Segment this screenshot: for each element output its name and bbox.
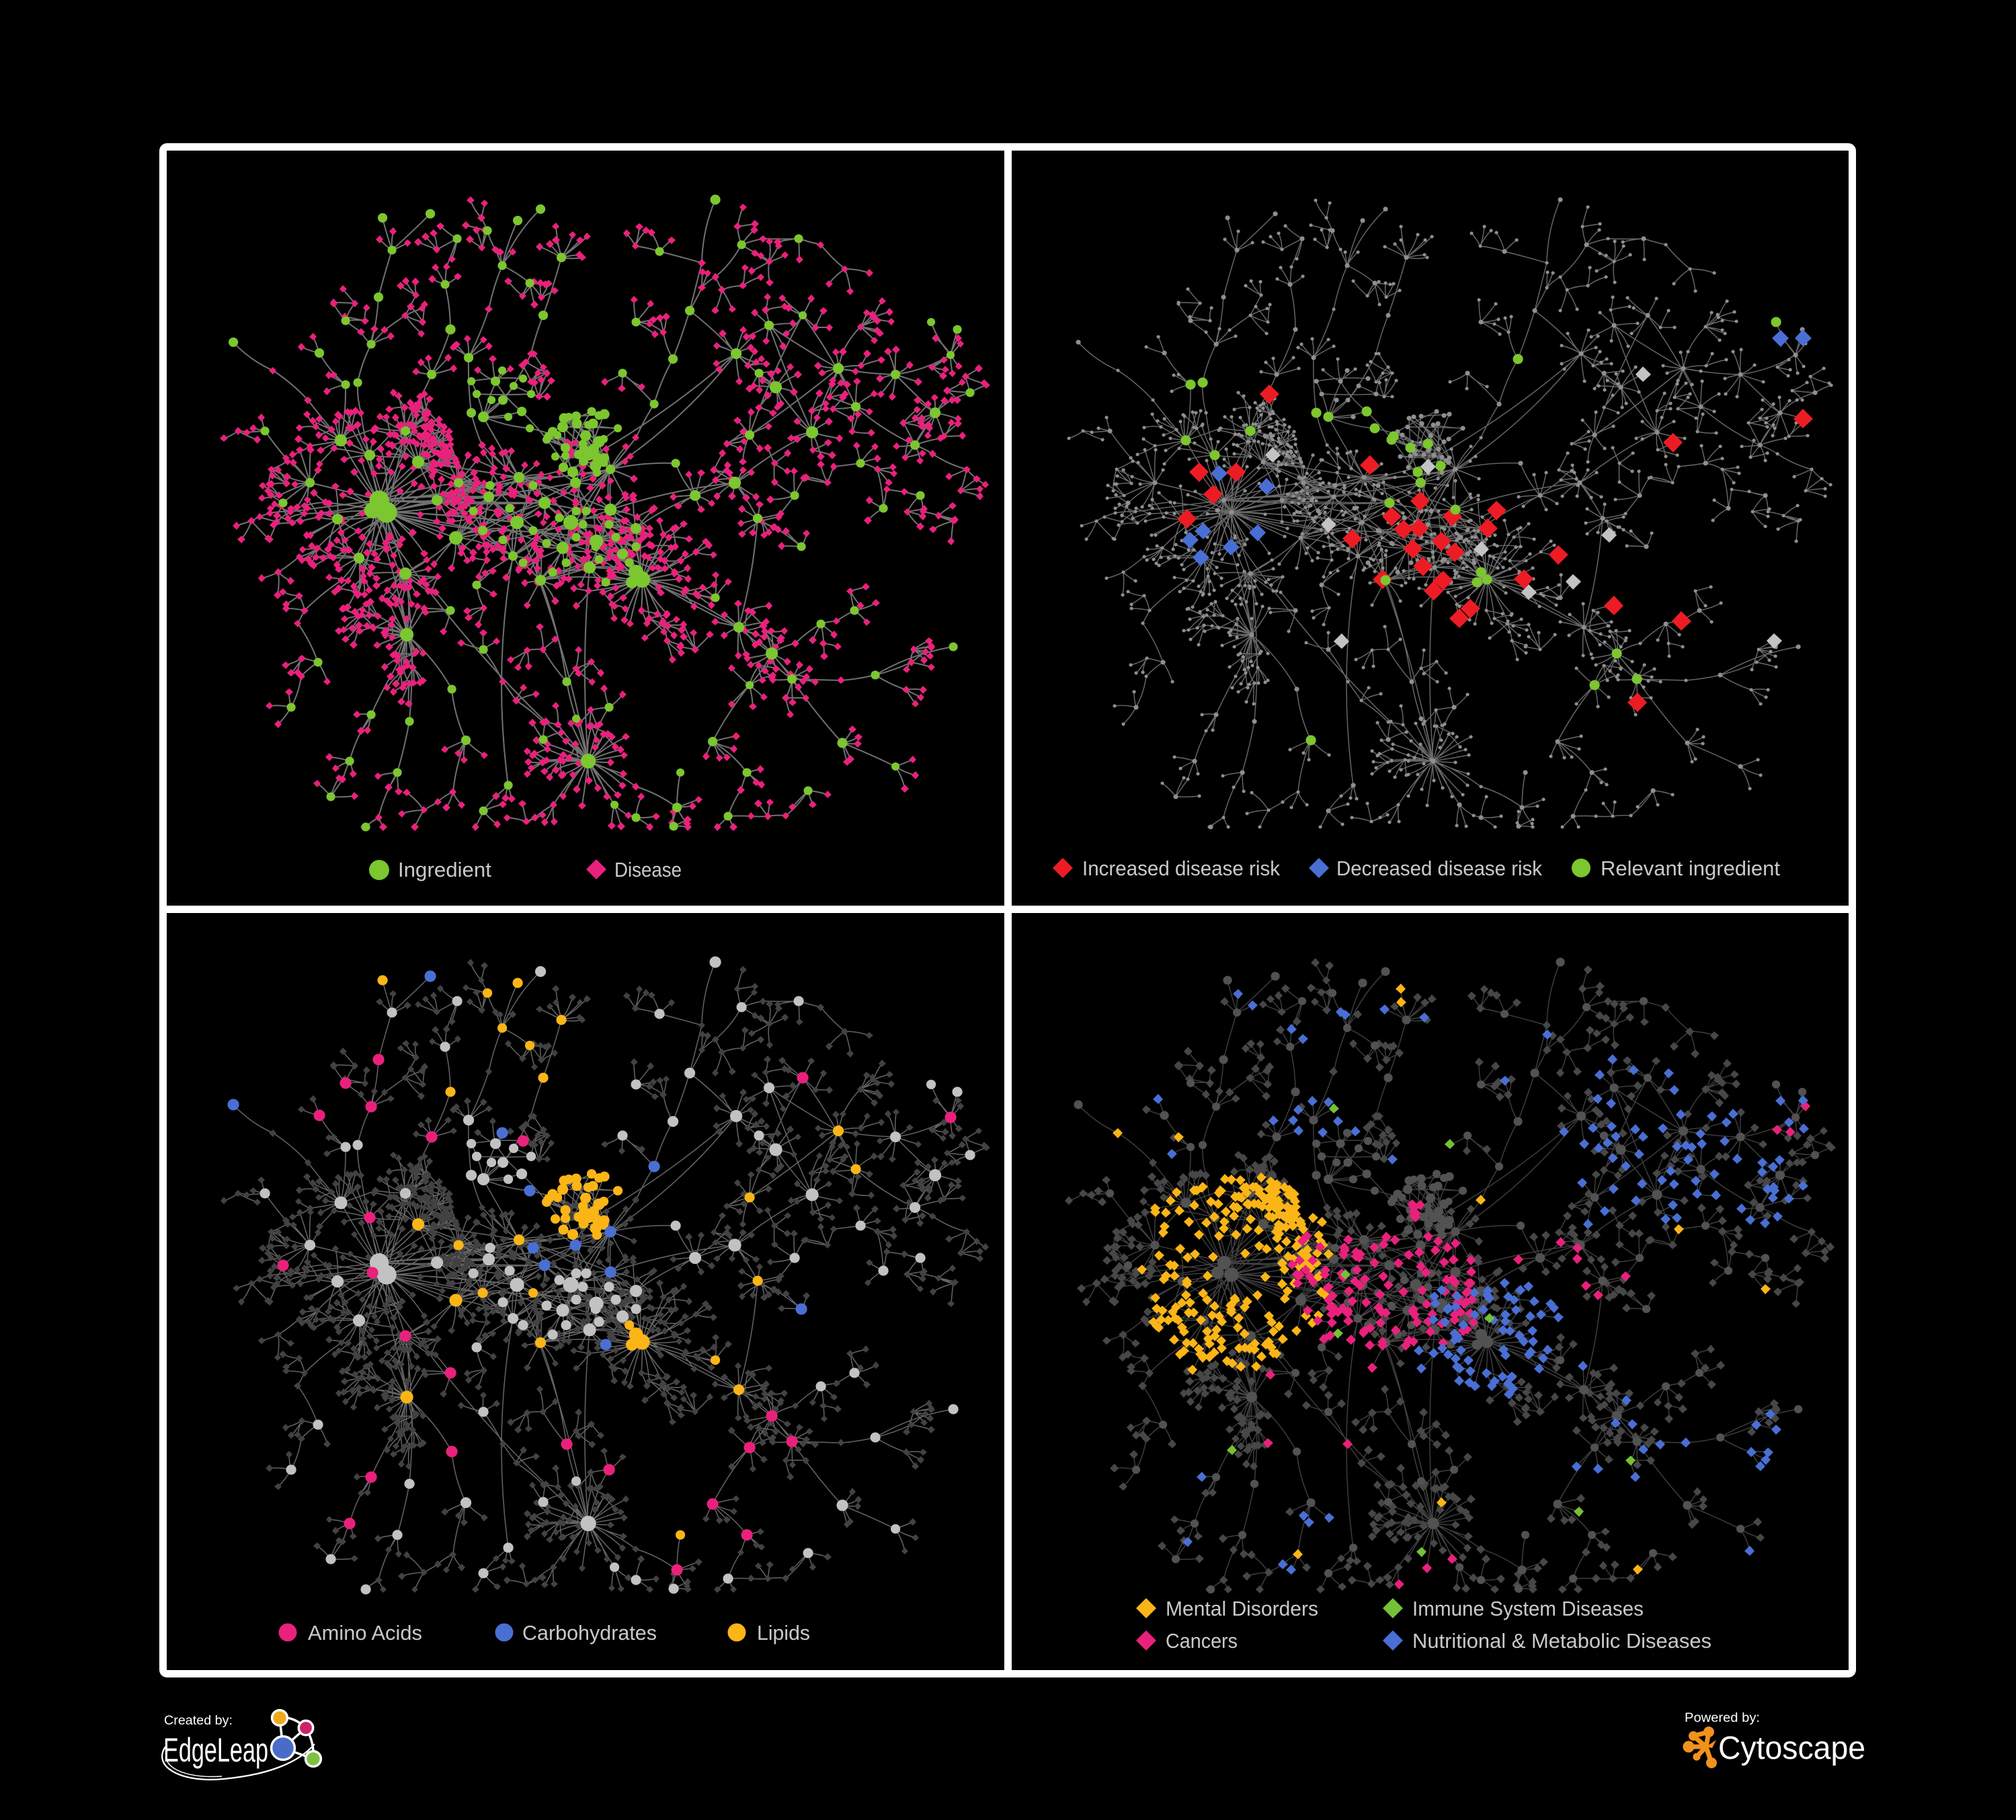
svg-text:Relevant ingredient: Relevant ingredient bbox=[1601, 857, 1780, 880]
svg-text:Decreased disease risk: Decreased disease risk bbox=[1336, 857, 1542, 880]
svg-text:Amino Acids: Amino Acids bbox=[308, 1621, 422, 1645]
svg-text:Lipids: Lipids bbox=[757, 1621, 810, 1645]
svg-text:Cytoscape: Cytoscape bbox=[1718, 1731, 1865, 1766]
svg-text:Mental Disorders: Mental Disorders bbox=[1166, 1597, 1318, 1620]
svg-text:EdgeLeap: EdgeLeap bbox=[163, 1731, 268, 1769]
svg-text:Powered by:: Powered by: bbox=[1685, 1711, 1760, 1725]
svg-text:Disease: Disease bbox=[614, 858, 682, 881]
svg-text:Carbohydrates: Carbohydrates bbox=[522, 1621, 657, 1645]
svg-text:Ingredient: Ingredient bbox=[398, 858, 491, 881]
svg-text:Created by:: Created by: bbox=[164, 1714, 233, 1728]
svg-text:Nutritional & Metabolic Diseas: Nutritional & Metabolic Diseases bbox=[1412, 1629, 1711, 1653]
svg-text:Immune System Diseases: Immune System Diseases bbox=[1412, 1597, 1644, 1620]
svg-text:Increased disease risk: Increased disease risk bbox=[1082, 857, 1280, 880]
svg-text:Cancers: Cancers bbox=[1166, 1629, 1238, 1653]
